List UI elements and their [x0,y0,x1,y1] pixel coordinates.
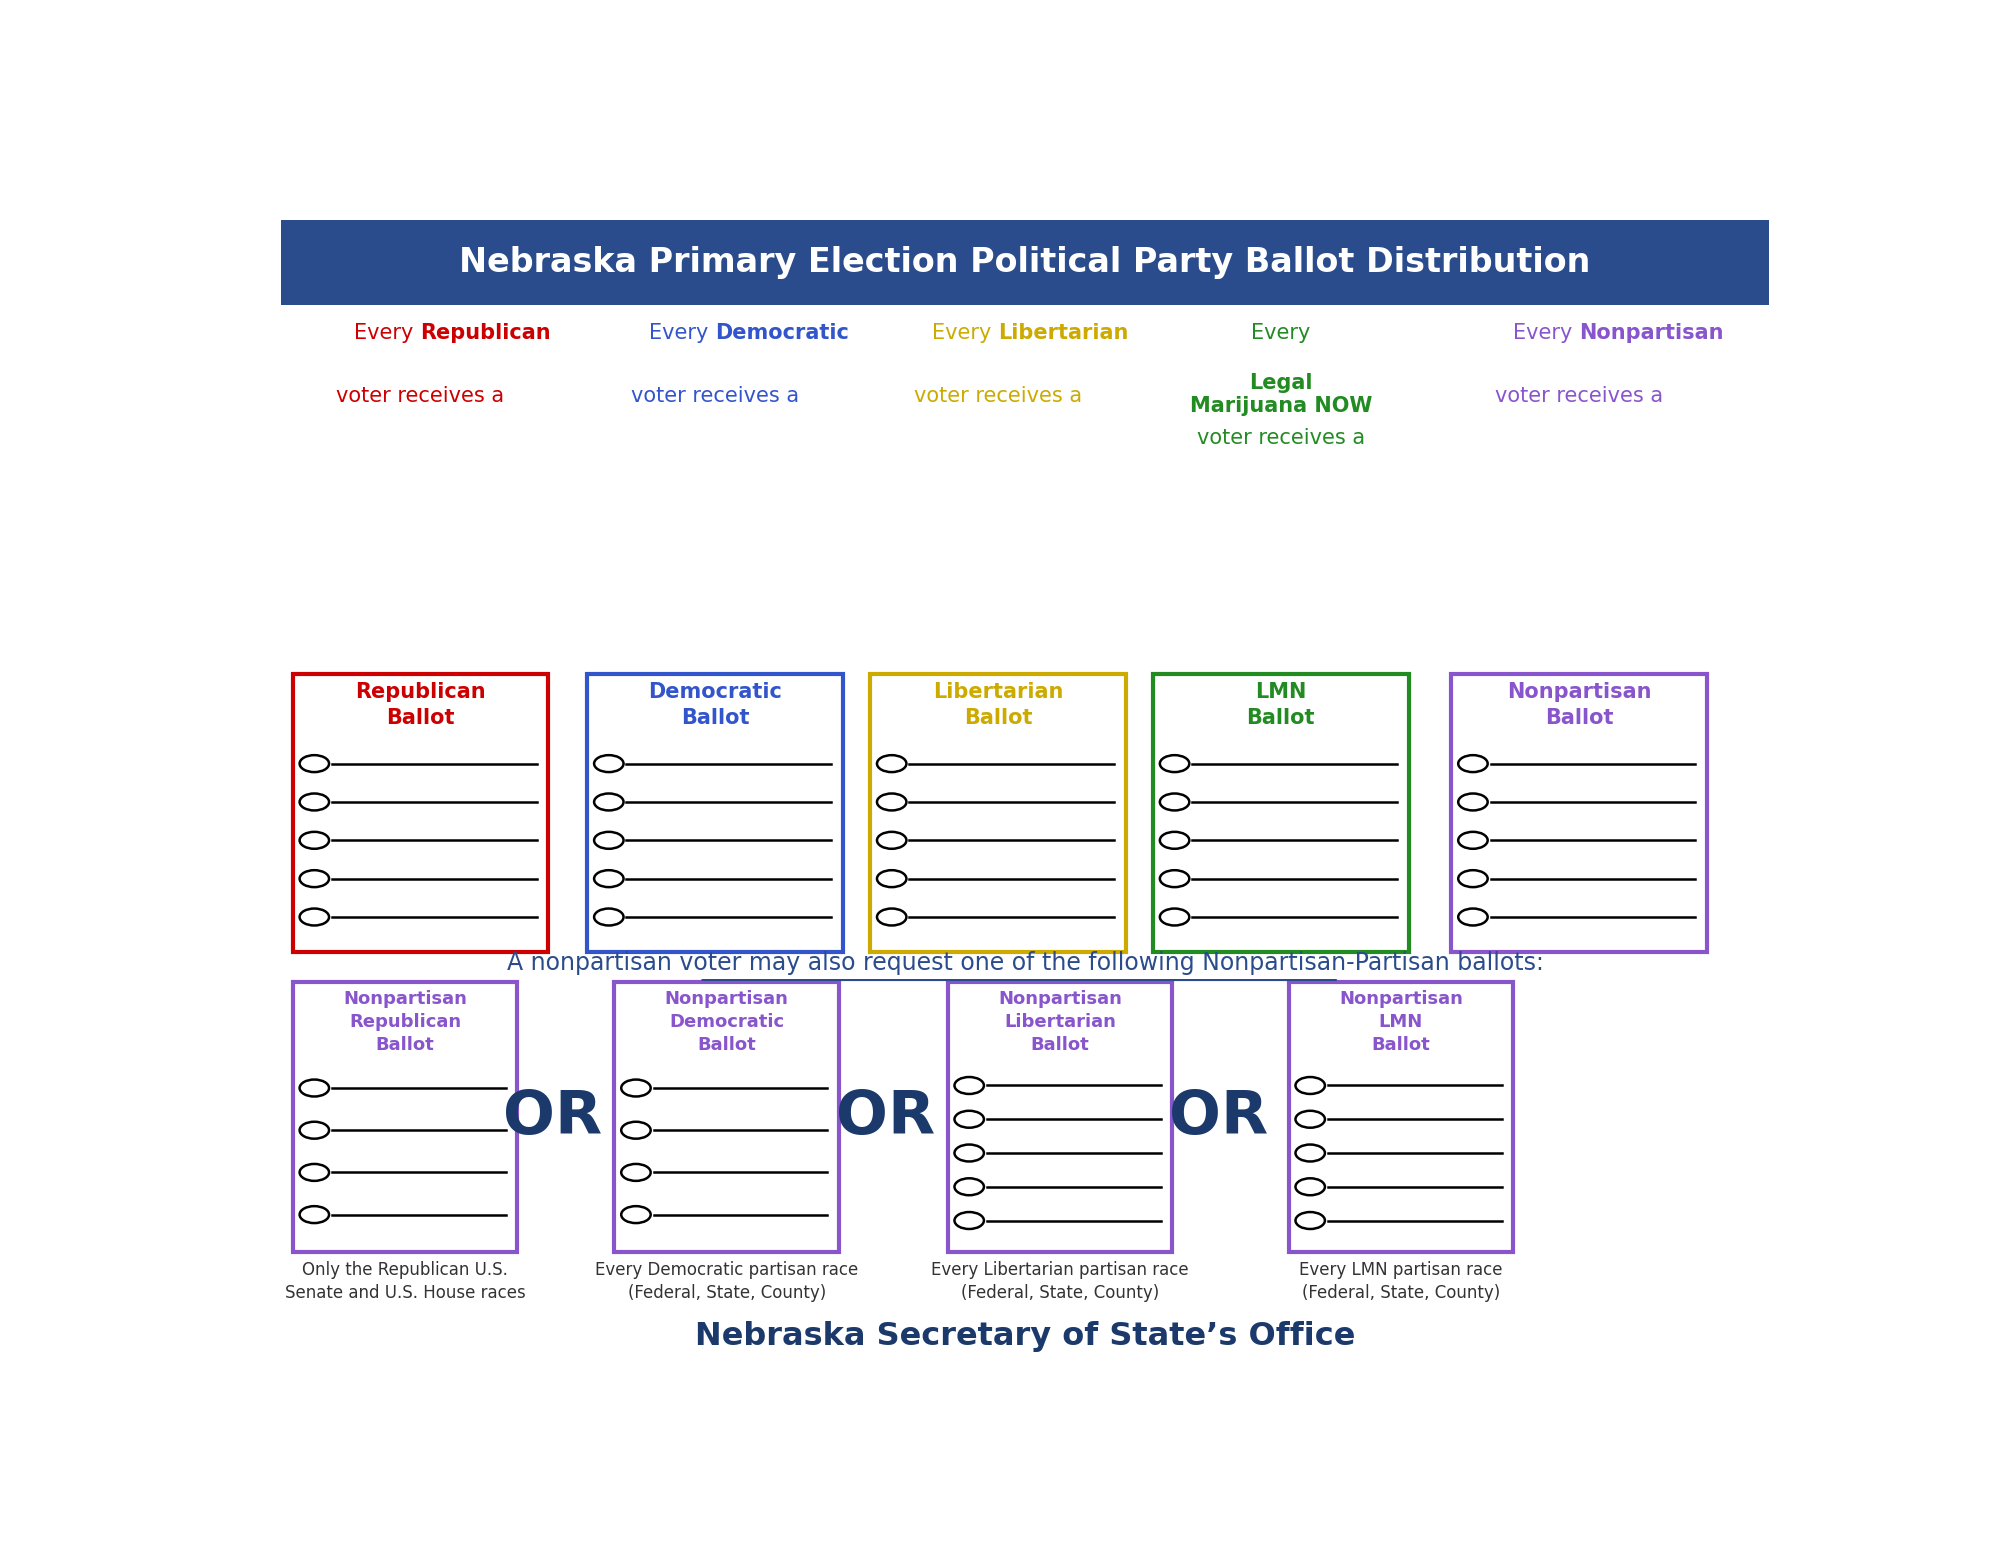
Text: Nonpartisan
Libertarian
Ballot: Nonpartisan Libertarian Ballot [998,990,1122,1054]
FancyBboxPatch shape [614,983,840,1251]
FancyBboxPatch shape [1452,674,1708,952]
Text: Only the Republican U.S.
Senate and U.S. House races: Only the Republican U.S. Senate and U.S.… [284,1261,526,1302]
Text: voter receives a: voter receives a [1196,428,1364,448]
Text: Every: Every [354,323,420,343]
FancyBboxPatch shape [870,674,1126,952]
FancyBboxPatch shape [1152,674,1408,952]
Text: Nonpartisan
Ballot: Nonpartisan Ballot [1506,681,1652,728]
FancyBboxPatch shape [1288,983,1514,1251]
Text: Nonpartisan
LMN
Ballot: Nonpartisan LMN Ballot [1338,990,1462,1054]
Text: Nonpartisan: Nonpartisan [1580,323,1724,343]
Text: Legal
Marijuana NOW: Legal Marijuana NOW [1190,372,1372,416]
Text: OR: OR [836,1088,936,1146]
Text: Every: Every [1514,323,1580,343]
Text: voter receives a: voter receives a [630,386,800,406]
Text: Every: Every [1252,323,1310,343]
FancyBboxPatch shape [292,983,518,1251]
Text: Every Democratic partisan race
(Federal, State, County): Every Democratic partisan race (Federal,… [596,1261,858,1302]
FancyBboxPatch shape [280,219,1768,304]
Text: voter receives a: voter receives a [914,386,1082,406]
Text: Every Libertarian partisan race
(Federal, State, County): Every Libertarian partisan race (Federal… [932,1261,1188,1302]
Text: Libertarian
Ballot: Libertarian Ballot [932,681,1064,728]
Text: Libertarian: Libertarian [998,323,1128,343]
Text: Democratic
Ballot: Democratic Ballot [648,681,782,728]
Text: OR: OR [502,1088,602,1146]
Text: Every LMN partisan race
(Federal, State, County): Every LMN partisan race (Federal, State,… [1300,1261,1502,1302]
Text: Republican: Republican [420,323,552,343]
Text: Nonpartisan
Democratic
Ballot: Nonpartisan Democratic Ballot [664,990,788,1054]
Text: LMN
Ballot: LMN Ballot [1246,681,1316,728]
Text: voter receives a: voter receives a [336,386,504,406]
Text: A nonpartisan voter may also request one of the following Nonpartisan-Partisan b: A nonpartisan voter may also request one… [506,952,1544,975]
Text: OR: OR [1170,1088,1268,1146]
Text: Nebraska Primary Election Political Party Ballot Distribution: Nebraska Primary Election Political Part… [460,246,1590,280]
Text: voter receives a: voter receives a [1496,386,1664,406]
Text: Democratic: Democratic [716,323,848,343]
Text: Every: Every [648,323,716,343]
Text: Every: Every [932,323,998,343]
Text: Republican
Ballot: Republican Ballot [356,681,486,728]
FancyBboxPatch shape [588,674,842,952]
FancyBboxPatch shape [948,983,1172,1251]
FancyBboxPatch shape [292,674,548,952]
Text: Nonpartisan
Republican
Ballot: Nonpartisan Republican Ballot [344,990,466,1054]
Text: Nebraska Secretary of State’s Office: Nebraska Secretary of State’s Office [694,1321,1356,1352]
